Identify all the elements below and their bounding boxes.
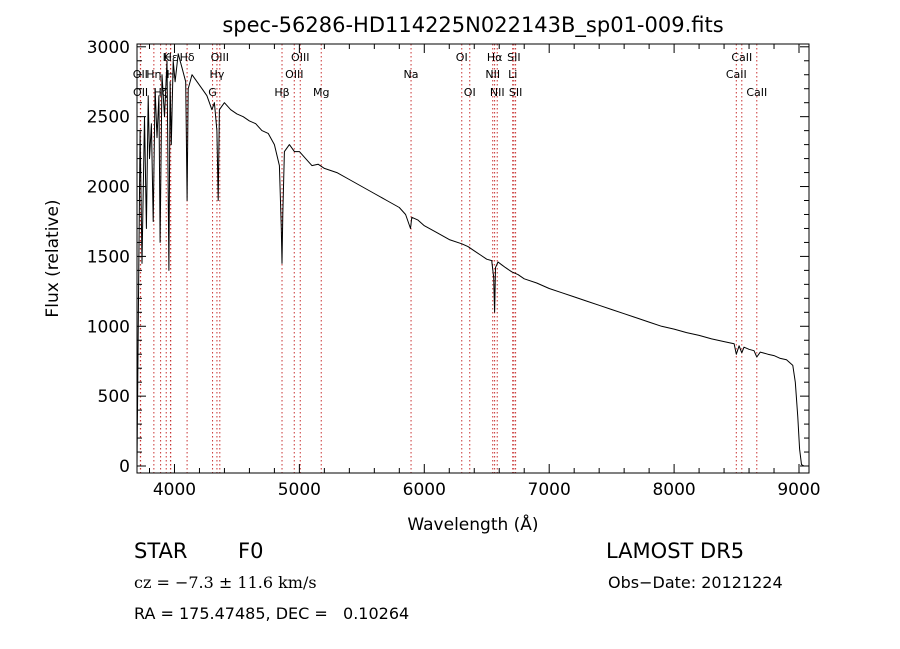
line-marker-label: G xyxy=(208,86,217,99)
line-marker-label: OI xyxy=(456,51,468,64)
series-layer xyxy=(136,53,805,467)
line-marker-label: CaII xyxy=(726,68,747,81)
line-marker-label: Hζ xyxy=(153,86,167,99)
y-tick-label: 2500 xyxy=(87,108,130,128)
line-marker-label: Hη xyxy=(146,68,161,81)
x-tick-label: 6000 xyxy=(403,480,446,500)
y-axis-label: Flux (relative) xyxy=(43,199,63,317)
line-marker-label: OIII xyxy=(291,51,309,64)
x-tick-label: 5000 xyxy=(278,480,321,500)
plot-frame xyxy=(136,43,810,474)
spectrum-line xyxy=(136,53,805,467)
coordinates-readout: RA = 175.47485, DEC = 0.10264 xyxy=(134,604,410,623)
chart-title: spec-56286-HD114225N022143B_sp01-009.fit… xyxy=(222,13,723,38)
line-marker-label: Hα xyxy=(487,51,503,64)
y-tick-label: 1500 xyxy=(87,247,130,267)
line-marker-label: Hε xyxy=(164,51,178,64)
line-marker-label: SII xyxy=(509,86,522,99)
line-marker-label: NII xyxy=(490,86,505,99)
line-marker-label: OI xyxy=(464,86,476,99)
axes-layer xyxy=(136,43,810,474)
line-marker-label: OII xyxy=(133,86,148,99)
line-marker-label: OII xyxy=(133,68,148,81)
y-tick-label: 1000 xyxy=(87,317,130,337)
y-tick-label: 0 xyxy=(119,457,130,477)
x-tick-label: 7000 xyxy=(528,480,571,500)
redshift-readout: cz = −7.3 ± 11.6 km/s xyxy=(134,573,317,592)
observation-date: Obs−Date: 20121224 xyxy=(608,573,783,592)
line-marker-label: Hγ xyxy=(210,68,225,81)
line-marker-label: Hβ xyxy=(274,86,289,99)
y-tick-label: 2000 xyxy=(87,178,130,198)
y-tick-label: 500 xyxy=(98,387,130,407)
line-marker-label: Mg xyxy=(313,86,329,99)
line-marker-label: CaII xyxy=(746,86,767,99)
x-tick-label: 8000 xyxy=(652,480,695,500)
line-marker-label: Na xyxy=(404,68,419,81)
object-subclass: F0 xyxy=(238,539,264,563)
y-tick-label: 3000 xyxy=(87,38,130,58)
line-marker-label: OIII xyxy=(285,68,303,81)
line-marker-label: OIII xyxy=(211,51,229,64)
line-marker-layer xyxy=(139,44,758,473)
line-marker-label: Hδ xyxy=(180,51,195,64)
line-marker-label: K xyxy=(163,51,171,64)
object-class: STAR xyxy=(134,539,188,563)
survey-name: LAMOST DR5 xyxy=(606,539,745,563)
x-tick-label: 4000 xyxy=(153,480,196,500)
x-axis-label: Wavelength (Å) xyxy=(407,513,538,535)
line-marker-label: CaII xyxy=(731,51,752,64)
line-marker-label: H xyxy=(166,68,174,81)
x-tick-label: 9000 xyxy=(777,480,820,500)
line-marker-label: SII xyxy=(507,51,520,64)
line-marker-label: NII xyxy=(485,68,500,81)
line-marker-label: Li xyxy=(508,68,517,81)
